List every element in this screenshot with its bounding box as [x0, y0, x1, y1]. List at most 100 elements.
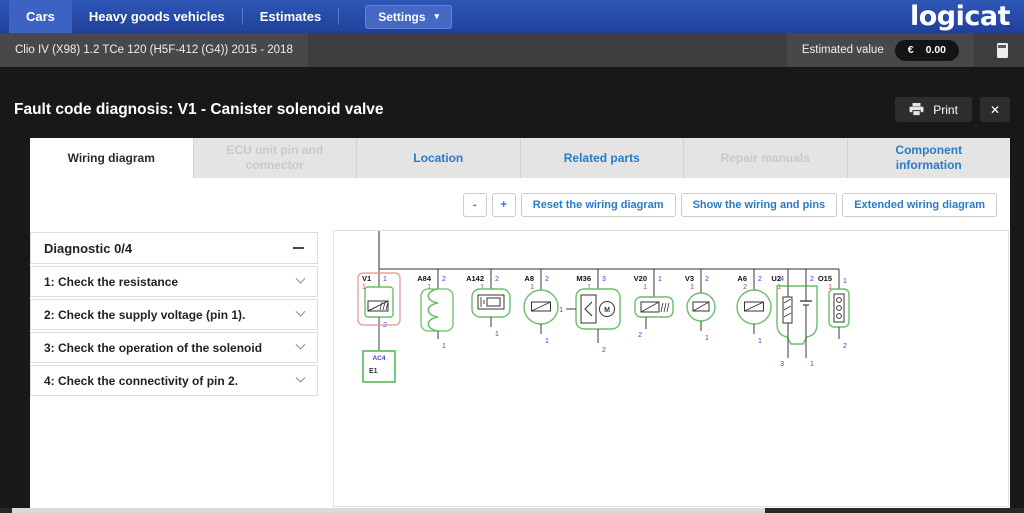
page-head: Fault code diagnosis: V1 - Canister sole…: [0, 67, 1024, 122]
diagnostic-step-4[interactable]: 4: Check the connectivity of pin 2.: [30, 365, 318, 396]
close-button[interactable]: ✕: [979, 97, 1010, 122]
svg-text:3: 3: [602, 276, 606, 283]
estimated-value-segment: Estimated value € 0.00: [786, 33, 974, 67]
estimated-value-area: Estimated value € 0.00: [786, 33, 1024, 67]
chevron-down-icon: ▾: [434, 11, 440, 21]
svg-text:2: 2: [638, 332, 642, 339]
svg-text:1: 1: [843, 278, 847, 285]
collapse-icon: [293, 247, 304, 249]
svg-text:E1: E1: [369, 368, 378, 375]
extended-wiring-diagram-button[interactable]: Extended wiring diagram: [842, 193, 997, 217]
nav-item-estimates[interactable]: Estimates: [259, 9, 322, 24]
tab-repair-manuals: Repair manuals: [684, 138, 848, 178]
diagnostic-step-1[interactable]: 1: Check the resistance: [30, 266, 318, 297]
nav-item-heavy-goods-vehicles[interactable]: Heavy goods vehicles: [88, 9, 225, 24]
content-card: Wiring diagram ECU unit pin and connecto…: [30, 138, 1010, 508]
top-nav: Cars Heavy goods vehicles Estimates Sett…: [0, 0, 1024, 33]
vehicle-selector[interactable]: Clio IV (X98) 1.2 TCe 120 (H5F-412 (G4))…: [0, 33, 308, 67]
close-icon: ✕: [989, 102, 1000, 117]
calculator-icon: [996, 42, 1008, 58]
svg-text:1: 1: [530, 284, 534, 291]
nav-item-cars[interactable]: Cars: [9, 0, 72, 33]
chevron-down-icon: [295, 306, 306, 317]
zoom-out-button[interactable]: -: [462, 193, 487, 217]
settings-label: Settings: [378, 9, 426, 24]
svg-text:2: 2: [442, 276, 446, 283]
horizontal-scrollbar-thumb[interactable]: [12, 508, 765, 513]
svg-text:M: M: [604, 307, 610, 314]
diagnostic-step-3[interactable]: 3: Check the operation of the solenoid: [30, 332, 318, 363]
svg-text:1: 1: [480, 284, 484, 291]
svg-text:2: 2: [705, 276, 709, 283]
svg-text:1: 1: [383, 276, 387, 283]
svg-text:V1: V1: [362, 274, 371, 283]
diagnostic-step-2[interactable]: 2: Check the supply voltage (pin 1).: [30, 299, 318, 330]
svg-text:1: 1: [777, 284, 781, 291]
svg-text:1: 1: [362, 284, 366, 291]
svg-text:2: 2: [810, 276, 814, 283]
svg-text:1: 1: [643, 284, 647, 291]
svg-text:M36: M36: [576, 274, 591, 283]
calculator-button[interactable]: [980, 33, 1024, 67]
diagnostic-step-label: 4: Check the connectivity of pin 2.: [44, 373, 239, 388]
tab-location[interactable]: Location: [357, 138, 521, 178]
svg-text:1: 1: [758, 338, 762, 345]
svg-text:2: 2: [602, 347, 606, 354]
chevron-down-icon: [295, 339, 306, 350]
nav-divider: [338, 8, 340, 25]
tab-wiring-diagram[interactable]: Wiring diagram: [30, 138, 194, 178]
page-title: Fault code diagnosis: V1 - Canister sole…: [14, 100, 384, 118]
svg-text:A8: A8: [524, 274, 534, 283]
svg-text:1: 1: [690, 284, 694, 291]
chevron-down-icon: [295, 273, 306, 284]
diagnostic-panel: Diagnostic 0/4 1: Check the resistance 2…: [30, 232, 318, 398]
tab-component-information[interactable]: Component information: [895, 143, 963, 172]
svg-text:2: 2: [743, 284, 747, 291]
diagnostic-panel-header[interactable]: Diagnostic 0/4: [30, 232, 318, 264]
wiring-diagram-svg[interactable]: 12V11AC4E12A84112A142112A8113M361M121V20…: [334, 231, 1009, 507]
svg-text:1: 1: [427, 284, 431, 291]
tab-related-parts[interactable]: Related parts: [521, 138, 684, 178]
chevron-down-icon: [295, 372, 306, 383]
printer-icon: [909, 103, 924, 116]
settings-button[interactable]: Settings ▾: [365, 4, 453, 29]
svg-text:2: 2: [758, 276, 762, 283]
print-label: Print: [933, 102, 958, 117]
svg-text:1: 1: [705, 335, 709, 342]
svg-text:2: 2: [545, 276, 549, 283]
logicat-logo: logicat: [909, 1, 1011, 32]
diagnostic-step-label: 2: Check the supply voltage (pin 1).: [44, 307, 246, 322]
svg-text:A142: A142: [466, 274, 484, 283]
svg-text:1: 1: [442, 343, 446, 350]
zoom-in-button[interactable]: +: [491, 193, 516, 217]
diagram-toolbar: - + Reset the wiring diagram Show the wi…: [462, 193, 997, 217]
svg-text:O15: O15: [818, 274, 832, 283]
horizontal-scrollbar: [0, 508, 1024, 513]
svg-text:2: 2: [843, 343, 847, 350]
diagnostic-step-label: 3: Check the operation of the solenoid: [44, 340, 263, 355]
svg-text:3: 3: [780, 361, 784, 368]
diagnostic-step-label: 1: Check the resistance: [44, 274, 179, 289]
print-button[interactable]: Print: [895, 97, 972, 122]
svg-text:1: 1: [810, 361, 814, 368]
tab-bar: Wiring diagram ECU unit pin and connecto…: [30, 138, 1010, 178]
currency-symbol: €: [907, 44, 914, 56]
svg-text:V20: V20: [634, 274, 647, 283]
estimated-value-pill: € 0.00: [894, 39, 959, 61]
svg-text:A84: A84: [417, 274, 432, 283]
reset-wiring-diagram-button[interactable]: Reset the wiring diagram: [520, 193, 676, 217]
vehicle-bar: Clio IV (X98) 1.2 TCe 120 (H5F-412 (G4))…: [0, 33, 1024, 67]
svg-text:V3: V3: [685, 274, 694, 283]
show-wiring-and-pins-button[interactable]: Show the wiring and pins: [680, 193, 838, 217]
wiring-diagram-container[interactable]: 1 2 V1 1 AC4 E1 2 A84 1 1 2 A142 1 1 2 A8 1 1 3 M36 1 M 1 2 1 V20…: [333, 230, 1009, 507]
svg-text:2: 2: [495, 276, 499, 283]
